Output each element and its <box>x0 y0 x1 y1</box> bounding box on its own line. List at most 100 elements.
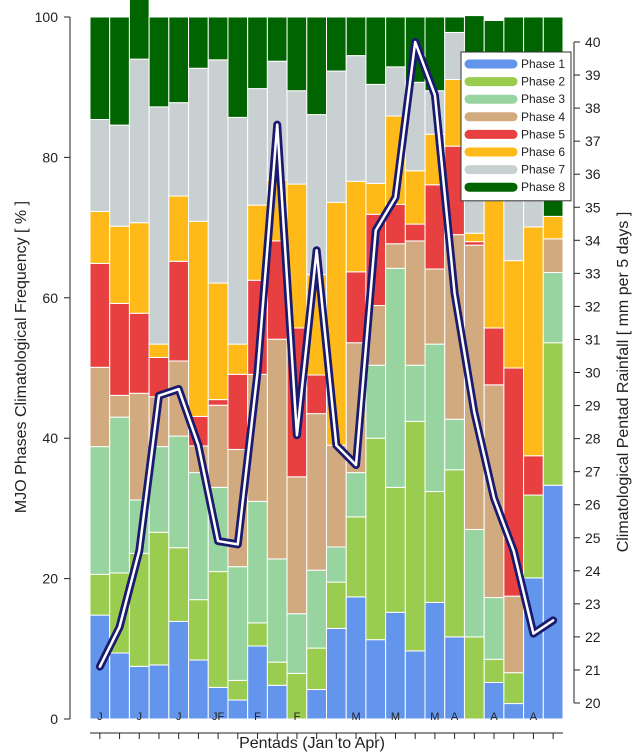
right-tick-label: 34 <box>585 232 601 248</box>
bar-segment-phase-3-pentad-20 <box>463 528 485 638</box>
legend: Phase 1 Phase 2 Phase 3 Phase 4 Phase 5 Phase… <box>460 51 572 202</box>
bar-segment-phase-6-pentad-7 <box>207 282 229 401</box>
bar-segment-phase-7-pentad-6 <box>188 67 209 222</box>
bar-segment-phase-5-pentad-5 <box>168 260 190 362</box>
month-tick-label: A <box>530 711 538 723</box>
bar-segment-phase-6-pentad-3 <box>128 222 150 314</box>
left-tick-label: 60 <box>42 290 58 306</box>
right-tick-label: 30 <box>585 365 601 381</box>
bar-segment-phase-3-pentad-24 <box>542 272 564 344</box>
bar-segment-phase-7-pentad-16 <box>385 66 406 117</box>
bar-segment-phase-2-pentad-17 <box>404 420 426 652</box>
legend-label-phase-4: Phase 4 <box>521 110 565 124</box>
bar-segment-phase-1-pentad-15 <box>365 639 387 720</box>
month-tick-label: A <box>490 711 498 723</box>
bar-segment-phase-3-pentad-12 <box>306 569 328 649</box>
bar-segment-phase-7-pentad-7 <box>207 59 229 284</box>
bar-segment-phase-2-pentad-9 <box>247 622 268 647</box>
y2-axis-label: Climatological Pentad Rainfall [ mm per … <box>615 212 632 553</box>
bar-segment-phase-4-pentad-2 <box>109 394 130 418</box>
bar-segment-phase-1-pentad-18 <box>424 601 446 720</box>
bar-segment-phase-8-pentad-6 <box>188 16 209 69</box>
bar-segment-phase-4-pentad-22 <box>503 595 525 674</box>
right-tick-label: 38 <box>585 100 601 116</box>
month-tick-label: JF <box>212 711 225 723</box>
bar-segment-phase-2-pentad-6 <box>188 599 209 661</box>
right-tick-label: 26 <box>585 497 601 513</box>
bar-segment-phase-8-pentad-11 <box>286 16 308 92</box>
bar-segment-phase-5-pentad-2 <box>109 302 130 396</box>
bar-segment-phase-1-pentad-14 <box>345 596 367 720</box>
right-tick-label: 37 <box>585 133 601 149</box>
bar-segment-phase-1-pentad-10 <box>266 684 288 720</box>
bar-segment-phase-6-pentad-8 <box>227 343 249 375</box>
right-tick-label: 33 <box>585 265 601 281</box>
month-tick-label: F <box>254 711 261 723</box>
bar-segment-phase-4-pentad-18 <box>424 268 446 345</box>
right-tick-label: 40 <box>585 34 601 50</box>
bar-segment-phase-3-pentad-11 <box>286 613 308 674</box>
bar-segment-phase-8-pentad-1 <box>89 16 111 120</box>
bar-segment-phase-5-pentad-20 <box>463 241 485 246</box>
bar-segment-phase-1-pentad-19 <box>444 636 465 720</box>
bar-segment-phase-8-pentad-4 <box>148 16 170 108</box>
axes: 0 20 40 60 80 100 20 21 22 23 24 25 26 27 28 29 30 31 32 33… <box>35 9 601 739</box>
bar-segment-phase-1-pentad-9 <box>247 645 268 720</box>
month-tick-label: F <box>294 711 301 723</box>
bar-segment-phase-7-pentad-13 <box>326 70 347 203</box>
bar-segment-phase-2-pentad-19 <box>444 469 465 638</box>
bar-segment-phase-4-pentad-24 <box>542 238 564 274</box>
bar-segment-phase-1-pentad-4 <box>148 664 170 720</box>
bar-segment-phase-2-pentad-10 <box>266 661 288 686</box>
bar-segment-phase-1-pentad-22 <box>503 703 525 720</box>
bar-segment-phase-5-pentad-21 <box>483 327 505 386</box>
bar-segment-phase-8-pentad-12 <box>306 16 328 116</box>
right-tick-label: 31 <box>585 331 601 347</box>
bar-segment-phase-7-pentad-2 <box>109 124 130 227</box>
bar-segment-phase-6-pentad-4 <box>148 343 170 358</box>
bar-segment-phase-6-pentad-17 <box>404 170 426 225</box>
right-tick-label: 25 <box>585 530 601 546</box>
left-tick-label: 100 <box>35 9 59 25</box>
bar-segment-phase-6-pentad-6 <box>188 220 209 417</box>
month-tick-label: M <box>430 711 439 723</box>
bar-segment-phase-4-pentad-17 <box>404 240 426 366</box>
bar-segment-phase-5-pentad-8 <box>227 373 249 450</box>
right-tick-label: 35 <box>585 199 601 215</box>
right-tick-label: 36 <box>585 166 601 182</box>
x-axis-label: Pentads (Jan to Apr) <box>239 735 385 752</box>
month-tick-label: M <box>351 711 360 723</box>
bar-segment-phase-5-pentad-1 <box>89 262 111 368</box>
bar-segment-phase-3-pentad-9 <box>247 500 268 624</box>
bar-segment-phase-8-pentad-15 <box>365 16 387 85</box>
bar-segment-phase-3-pentad-10 <box>266 558 288 663</box>
bar-segment-phase-1-pentad-24 <box>542 484 564 720</box>
bar-segment-phase-8-pentad-5 <box>168 16 190 104</box>
legend-label-phase-1: Phase 1 <box>521 57 565 71</box>
bar-segment-phase-4-pentad-12 <box>306 413 328 571</box>
bar-segment-phase-1-pentad-12 <box>306 689 328 720</box>
bar-segment-phase-2-pentad-8 <box>227 679 249 701</box>
month-tick-label: A <box>451 711 459 723</box>
bar-segment-phase-2-pentad-15 <box>365 437 387 641</box>
bar-segment-phase-2-pentad-12 <box>306 647 328 691</box>
bar-segment-phase-2-pentad-13 <box>326 581 347 629</box>
bar-segment-phase-3-pentad-19 <box>444 418 465 471</box>
legend-label-phase-5: Phase 5 <box>521 127 565 141</box>
bar-segment-phase-8-pentad-14 <box>345 16 367 57</box>
left-tick-label: 20 <box>42 571 58 587</box>
legend-label-phase-6: Phase 6 <box>521 145 565 159</box>
bar-segment-phase-6-pentad-5 <box>168 195 190 262</box>
month-tick-label: J <box>137 711 143 723</box>
bar-segment-phase-1-pentad-8 <box>227 699 249 720</box>
bar-segment-phase-1-pentad-2 <box>109 652 130 720</box>
bar-segment-phase-5-pentad-23 <box>523 455 544 496</box>
rainfall-line-core <box>98 40 555 668</box>
bar-segment-phase-7-pentad-14 <box>345 55 367 182</box>
bar-segment-phase-3-pentad-16 <box>385 267 406 488</box>
bar-segment-phase-5-pentad-7 <box>207 399 229 406</box>
right-tick-label: 22 <box>585 629 601 645</box>
legend-box <box>460 51 572 202</box>
bar-segment-phase-8-pentad-8 <box>227 16 249 118</box>
